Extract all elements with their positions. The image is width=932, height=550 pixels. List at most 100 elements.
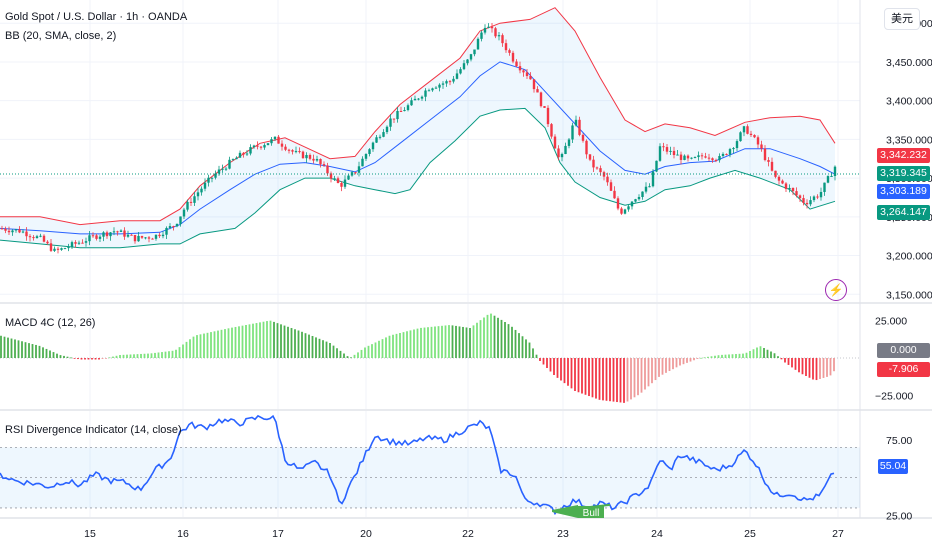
macd-bar <box>742 353 744 358</box>
candle-body <box>42 235 46 242</box>
candle-body <box>326 165 329 174</box>
macd-bar <box>185 341 188 358</box>
macd-bar <box>535 354 538 358</box>
candle-body <box>648 186 651 188</box>
candle-body <box>375 137 378 143</box>
candle-body <box>581 134 585 141</box>
macd-bar <box>581 358 583 394</box>
candle-body <box>630 201 634 207</box>
macd-bar <box>255 323 258 358</box>
macd-bar <box>409 330 412 358</box>
candle-body <box>333 178 336 180</box>
lightning-icon[interactable]: ⚡ <box>825 279 847 301</box>
macd-bar <box>196 335 198 358</box>
candle-body <box>228 159 231 169</box>
candle-body <box>28 236 32 238</box>
candle-body <box>102 232 105 237</box>
candle-body <box>802 198 805 203</box>
candle-body <box>294 151 298 153</box>
candle-body <box>126 234 130 237</box>
macd-bar <box>238 326 240 358</box>
candle-body <box>406 105 410 111</box>
candle-body <box>725 153 728 155</box>
macd-bar <box>591 358 594 398</box>
candle-body <box>557 148 560 158</box>
candle-body <box>539 92 543 107</box>
candle-body <box>494 28 497 37</box>
macd-tick-label: −25.000 <box>875 391 913 403</box>
macd-bar <box>98 358 100 360</box>
candle-body <box>165 227 168 235</box>
macd-bar <box>367 345 370 358</box>
candle-body <box>634 199 637 202</box>
macd-indicator-label[interactable]: MACD 4C (12, 26) <box>5 317 96 329</box>
time-tick-label: 20 <box>360 528 372 540</box>
candle-body <box>473 49 476 55</box>
macd-bar <box>430 326 433 358</box>
candle-body <box>788 187 791 189</box>
macd-bar <box>504 322 506 358</box>
candle-body <box>812 196 816 201</box>
macd-bar <box>577 358 580 393</box>
macd-bar <box>420 327 422 358</box>
macd-bar <box>143 353 146 358</box>
currency-selector[interactable]: 美元 <box>884 8 920 30</box>
candle-body <box>616 198 620 209</box>
candle-body <box>798 195 802 199</box>
macd-value-tag: -7.906 <box>877 362 930 377</box>
candle-body <box>795 191 798 196</box>
candle-body <box>368 149 371 154</box>
candle-body <box>427 90 431 92</box>
candle-body <box>627 206 630 210</box>
bollinger-bands <box>0 7 836 249</box>
macd-bar <box>658 358 660 377</box>
candle-body <box>651 171 655 187</box>
macd-bar <box>59 355 62 358</box>
candle-body <box>60 248 63 250</box>
macd-bar <box>413 329 415 358</box>
macd-bar <box>45 348 48 358</box>
macd-bar <box>294 329 296 358</box>
macd-bar <box>311 336 314 358</box>
macd-bar <box>339 350 342 358</box>
macd-bar <box>374 342 377 358</box>
candle-body <box>669 150 672 152</box>
candle-body <box>448 81 452 83</box>
macd-bar <box>192 336 195 358</box>
bb-indicator-label[interactable]: BB (20, SMA, close, 2) <box>5 30 117 42</box>
macd-bar <box>805 358 807 376</box>
macd-bar <box>241 325 244 358</box>
candle-body <box>637 197 641 200</box>
price-tick-label: 3,200.000 <box>886 251 932 263</box>
candle-body <box>700 155 704 157</box>
candle-body <box>364 153 368 159</box>
candle-body <box>147 237 151 239</box>
candle-body <box>690 157 693 159</box>
time-tick-label: 27 <box>832 528 844 540</box>
candle-body <box>280 143 284 147</box>
macd-bar <box>801 358 804 375</box>
candle-body <box>686 155 690 159</box>
rsi-pane <box>0 414 860 515</box>
macd-bar <box>829 358 832 376</box>
macd-bar <box>189 339 191 358</box>
rsi-indicator-label[interactable]: RSI Divergence Indicator (14, close) <box>5 424 182 436</box>
macd-bar <box>87 358 90 360</box>
candle-body <box>732 148 735 150</box>
price-tick-label: 3,450.000 <box>886 57 932 69</box>
chart-symbol-title[interactable]: Gold Spot / U.S. Dollar · 1h · OANDA <box>5 11 188 23</box>
candle-body <box>119 230 123 232</box>
macd-bar <box>178 347 181 358</box>
candle-body <box>403 110 406 112</box>
candle-body <box>21 231 25 233</box>
macd-bar <box>511 326 513 358</box>
macd-bar <box>94 358 97 360</box>
candle-body <box>70 242 74 248</box>
time-tick-label: 17 <box>272 528 284 540</box>
macd-bar <box>290 328 293 358</box>
macd-bar <box>371 344 373 358</box>
candle-body <box>469 54 473 60</box>
candle-body <box>609 182 613 191</box>
candle-body <box>550 124 553 137</box>
